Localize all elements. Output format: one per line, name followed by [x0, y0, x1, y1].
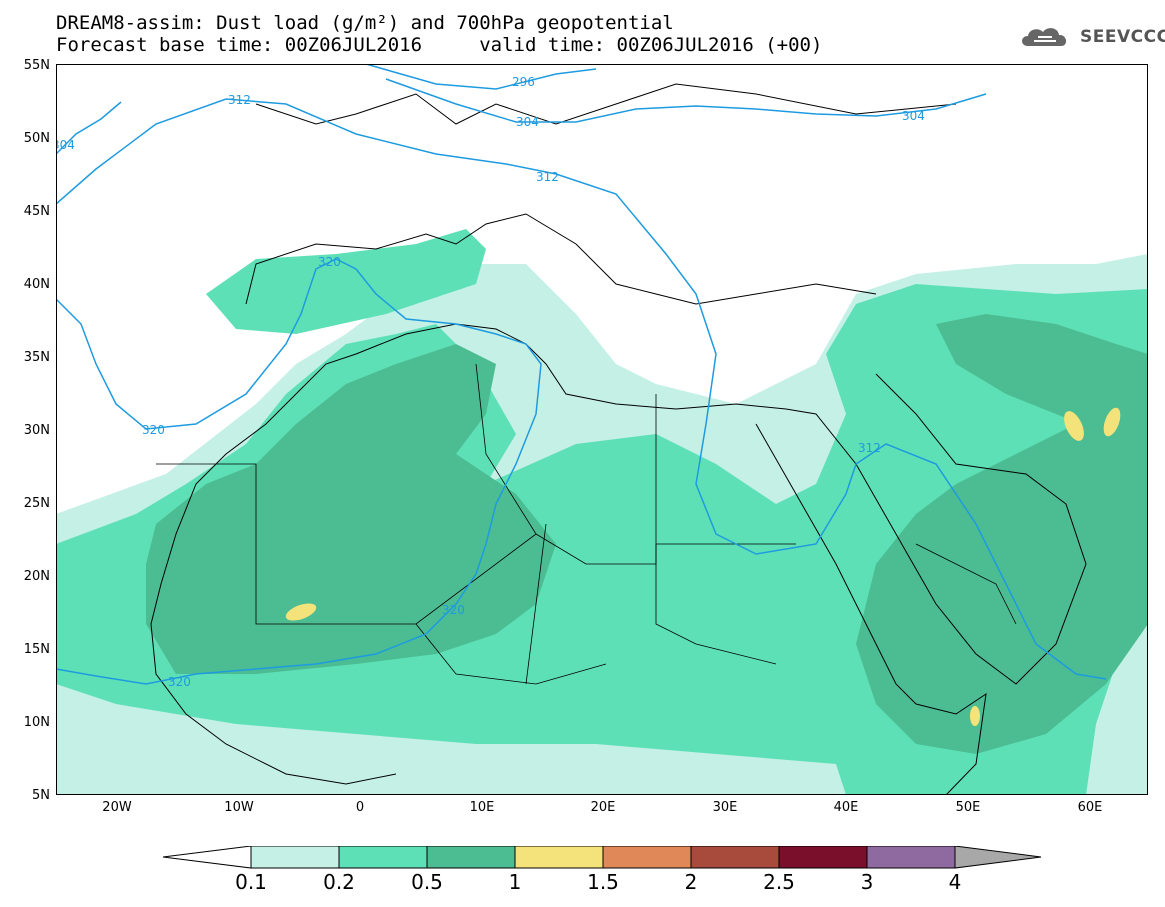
coastline-north-africa	[355, 323, 787, 410]
contour-label: 320	[442, 603, 465, 617]
contour-line-304	[385, 78, 987, 123]
forecast-time-line: Forecast base time: 00Z06JUL2016 valid t…	[56, 34, 823, 56]
lon-label: 40E	[833, 800, 859, 815]
map-frame	[56, 64, 1148, 795]
contour-label: 312	[228, 93, 251, 107]
coastline-arabia	[785, 373, 1087, 685]
border-line	[655, 394, 777, 665]
contour-label: 296	[512, 75, 535, 89]
seevccc-logo: SEEVCCC	[1018, 24, 1165, 50]
colorbar-label: 4	[948, 870, 962, 894]
contour-label: 320	[168, 675, 191, 689]
dust-area-1.0	[285, 603, 317, 621]
dust-area-0.5-iran	[936, 314, 1148, 434]
lat-label: 15N	[23, 642, 50, 657]
colorbar-segment	[426, 845, 516, 869]
dust-load-map: 312 296 304 304 304 312 320 320 312 320 …	[56, 64, 1148, 795]
lat-label: 55N	[23, 58, 50, 73]
contour-line-304	[56, 101, 122, 155]
coastline-europe	[245, 213, 877, 305]
contour-label: 312	[858, 441, 881, 455]
colorbar-label: 2.5	[763, 870, 795, 894]
lon-label: 20W	[102, 800, 132, 815]
lon-label: 60E	[1077, 800, 1103, 815]
border-line	[915, 543, 1017, 625]
country-borders	[156, 363, 1017, 685]
colorbar-label: 1	[508, 870, 522, 894]
lat-label: 20N	[23, 569, 50, 584]
colorbar-segment	[338, 845, 428, 869]
colorbar-label: 0.2	[323, 870, 355, 894]
colorbar-label: 3	[860, 870, 874, 894]
dust-area-1.0	[1103, 407, 1121, 437]
lon-label: 10W	[224, 800, 254, 815]
colorbar-segment	[162, 845, 252, 869]
coastlines	[150, 83, 1087, 795]
colorbar-label: 1.5	[587, 870, 619, 894]
coastline-horn-africa	[915, 692, 987, 795]
contour-labels: 312 296 304 304 304 312 320 320 312 320 …	[56, 75, 925, 689]
colorbar-segment	[514, 845, 604, 869]
colorbar-segment	[250, 845, 340, 869]
logo-text: SEEVCCC	[1080, 27, 1165, 47]
lat-label: 25N	[23, 496, 50, 511]
contour-line-296	[365, 64, 597, 90]
contour-label: 320	[318, 255, 341, 269]
dust-area-0.2-north	[206, 229, 486, 334]
lon-label: 0	[355, 800, 365, 815]
colorbar	[162, 845, 1043, 876]
lat-label: 45N	[23, 204, 50, 219]
dust-area-0.5-arabia	[856, 384, 1148, 754]
colorbar-segment	[866, 845, 956, 869]
coastline-north-europe	[255, 83, 957, 125]
contour-label: 304	[902, 109, 925, 123]
lon-label: 10E	[469, 800, 495, 815]
contour-label: 320	[142, 423, 165, 437]
lon-label: 20E	[590, 800, 616, 815]
colorbar-label: 2	[684, 870, 698, 894]
contour-label: 304	[56, 138, 75, 152]
colorbar-svg	[162, 845, 1042, 869]
contour-line-320	[56, 258, 542, 685]
geopotential-contours	[56, 64, 1107, 685]
lat-label: 35N	[23, 350, 50, 365]
dust-area-1.0	[970, 706, 980, 726]
colorbar-label: 0.1	[235, 870, 267, 894]
dust-area-1.0	[1064, 411, 1084, 441]
lat-label: 30N	[23, 423, 50, 438]
lat-label: 10N	[23, 715, 50, 730]
contour-label: 304	[516, 115, 539, 129]
lon-label: 30E	[712, 800, 738, 815]
lat-label: 5N	[32, 788, 50, 803]
contour-line-312	[56, 98, 1107, 680]
border-line	[415, 623, 607, 685]
dust-shading	[56, 229, 1148, 795]
colorbar-label: 0.5	[411, 870, 443, 894]
coastline-west-africa	[150, 353, 397, 785]
lon-label: 50E	[955, 800, 981, 815]
coastline-red-sea	[755, 423, 917, 705]
lat-label: 50N	[23, 131, 50, 146]
cloud-icon	[1022, 28, 1067, 46]
dust-area-0.5	[146, 344, 556, 674]
contour-label: 312	[536, 170, 559, 184]
map-canvas: 312 296 304 304 304 312 320 320 312 320 …	[56, 64, 1148, 795]
colorbar-segment	[778, 845, 868, 869]
colorbar-segment	[602, 845, 692, 869]
colorbar-segment	[954, 845, 1042, 869]
map-title: DREAM8-assim: Dust load (g/m²) and 700hP…	[56, 12, 674, 34]
border-line	[475, 363, 537, 535]
lat-label: 40N	[23, 277, 50, 292]
border-line	[525, 523, 547, 685]
colorbar-segment	[690, 845, 780, 869]
